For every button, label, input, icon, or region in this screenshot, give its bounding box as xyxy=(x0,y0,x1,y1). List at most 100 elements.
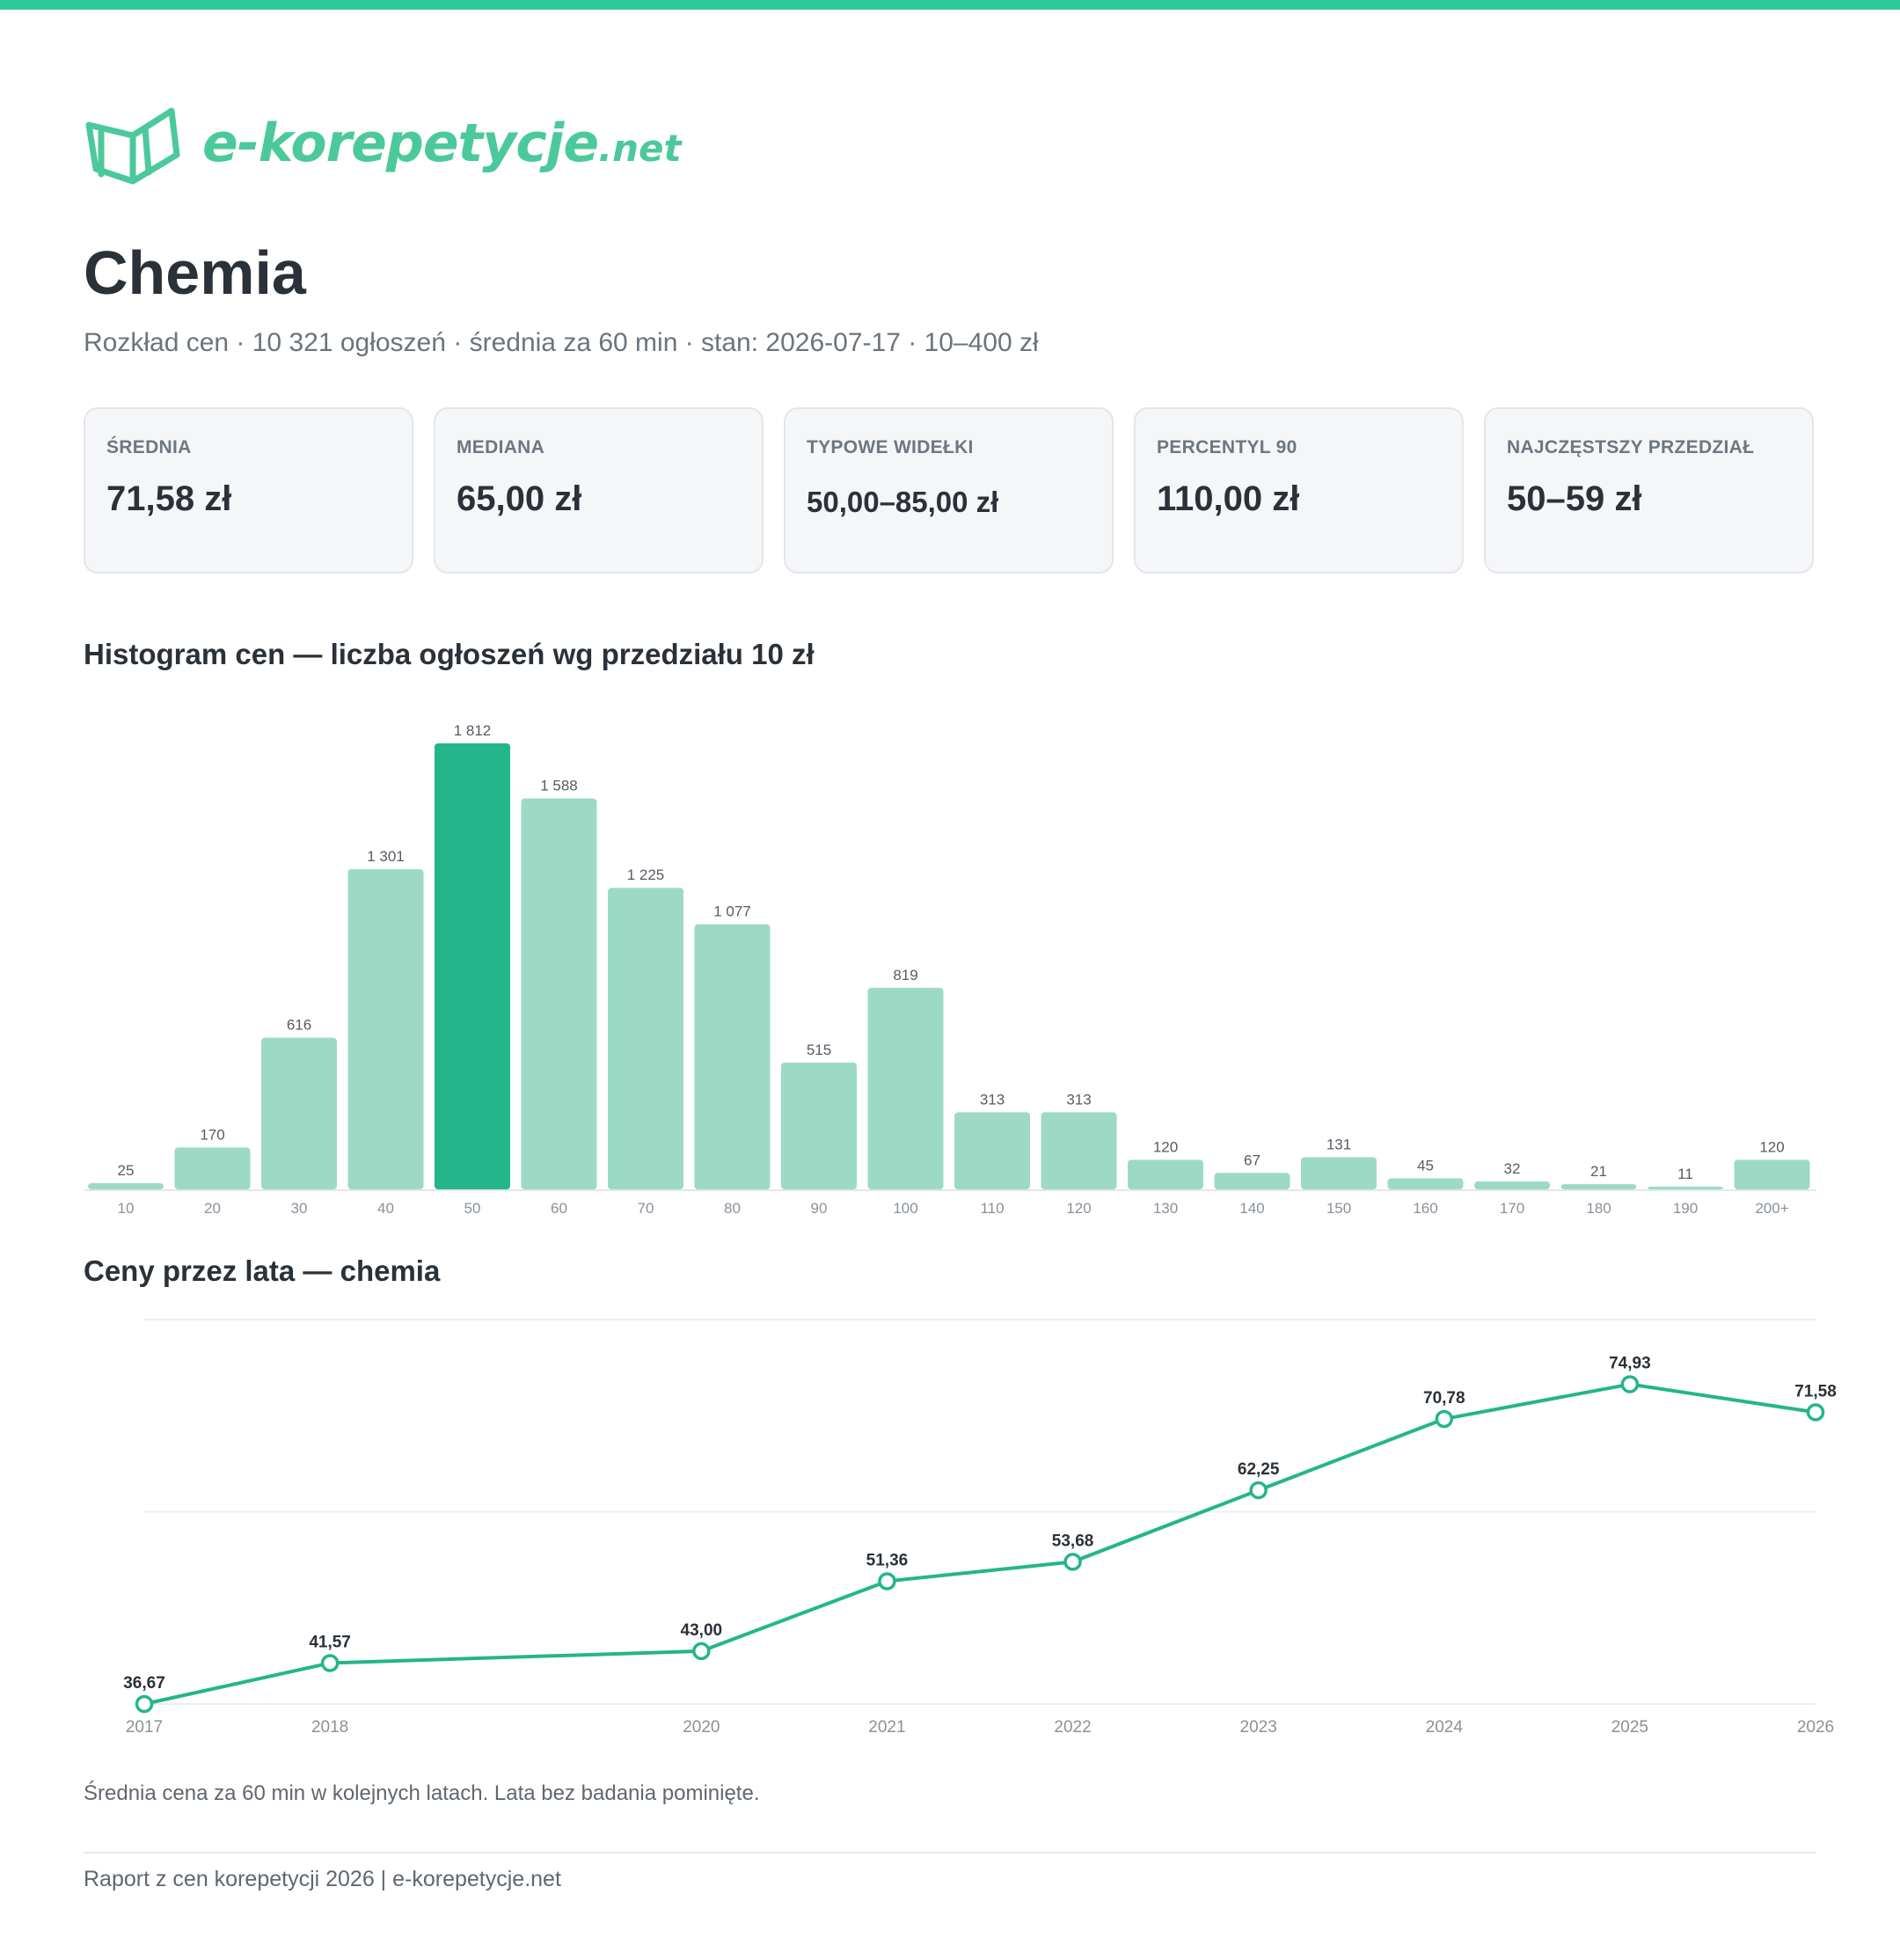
stat-card-typical-range: TYPOWE WIDEŁKI 50,00–85,00 zł xyxy=(784,407,1114,574)
stat-label: NAJCZĘSTSZY PRZEDZIAŁ xyxy=(1507,437,1755,457)
line-x-tick-label: 2018 xyxy=(311,1718,348,1737)
line-value-label: 71,58 xyxy=(1794,1382,1837,1401)
line-data-point xyxy=(1063,1553,1082,1571)
line-data-point xyxy=(692,1642,711,1661)
histogram-bar xyxy=(261,1037,337,1189)
histogram-value-label: 1 077 xyxy=(713,903,751,920)
stat-value: 50–59 zł xyxy=(1507,479,1642,518)
histogram-tick-label: 100 xyxy=(893,1200,917,1217)
histogram-bar xyxy=(1041,1112,1117,1189)
histogram-value-label: 120 xyxy=(1153,1138,1178,1155)
histogram-bar xyxy=(694,924,771,1189)
histogram-bar xyxy=(88,1183,164,1189)
stat-value: 110,00 zł xyxy=(1157,479,1300,518)
histogram-tick-label: 120 xyxy=(1066,1200,1091,1217)
stat-label: PERCENTYL 90 xyxy=(1157,437,1297,457)
line-x-tick-label: 2021 xyxy=(868,1718,905,1737)
histogram-tick-label: 180 xyxy=(1586,1200,1611,1217)
histogram-value-label: 21 xyxy=(1590,1163,1607,1180)
histogram-value-label: 25 xyxy=(118,1162,135,1179)
logo-suffix: .net xyxy=(598,127,682,170)
stat-card-p90: PERCENTYL 90 110,00 zł xyxy=(1134,407,1464,574)
line-series-path xyxy=(143,1382,1816,1706)
open-book-icon xyxy=(85,107,180,185)
logo-wordmark: e-korepetycje.net xyxy=(202,113,682,174)
histogram-tick-label: 70 xyxy=(638,1200,654,1217)
line-x-tick-label: 2017 xyxy=(126,1718,163,1737)
line-x-tick-label: 2026 xyxy=(1797,1718,1834,1737)
line-value-label: 53,68 xyxy=(1052,1532,1094,1550)
page-subtitle: Rozkład cen · 10 321 ogłoszeń · średnia … xyxy=(84,328,1039,357)
histogram-tick-label: 130 xyxy=(1153,1200,1178,1217)
histogram-value-label: 313 xyxy=(1066,1091,1091,1108)
histogram-value-label: 819 xyxy=(893,967,917,984)
histogram-chart: 25 10 170 20 616 30 1 301 40 1 812 50 1 588 60 1 225… xyxy=(84,722,1816,1217)
histogram-tick-label: 200+ xyxy=(1755,1200,1788,1217)
stat-label: MEDIANA xyxy=(457,437,545,457)
histogram-tick-label: 90 xyxy=(811,1200,828,1217)
line-data-point xyxy=(135,1694,154,1714)
line-x-tick-label: 2023 xyxy=(1240,1718,1277,1737)
histogram-bar xyxy=(1734,1159,1810,1189)
stat-card-mean: ŚREDNIA 71,58 zł xyxy=(84,407,413,574)
stats-cards: ŚREDNIA 71,58 zł MEDIANA 65,00 zł TYPOWE… xyxy=(84,407,1816,574)
histogram-value-label: 170 xyxy=(200,1126,224,1143)
site-logo[interactable]: e-korepetycje.net xyxy=(84,99,682,186)
histogram-tick-label: 40 xyxy=(377,1200,394,1217)
histogram-bar xyxy=(347,868,424,1189)
stat-value: 65,00 zł xyxy=(457,479,582,518)
histogram-bar xyxy=(867,987,944,1189)
histogram-value-label: 32 xyxy=(1504,1160,1521,1177)
histogram-bar xyxy=(1387,1178,1464,1189)
top-accent-bar xyxy=(0,0,1900,10)
line-chart-title: Ceny przez lata — chemia xyxy=(84,1254,441,1287)
histogram-bar xyxy=(954,1112,1030,1189)
histogram-value-label: 11 xyxy=(1677,1166,1693,1182)
histogram-tick-label: 80 xyxy=(724,1200,741,1217)
line-chart: 36,67 2017 41,57 2018 43,00 2020 51,36 2021 53,6… xyxy=(123,1319,1837,1737)
line-value-label: 74,93 xyxy=(1609,1355,1651,1373)
line-chart-note: Średnia cena za 60 min w kolejnych latac… xyxy=(84,1781,760,1805)
histogram-bar xyxy=(608,888,683,1189)
line-x-tick-label: 2022 xyxy=(1054,1718,1091,1737)
histogram-value-label: 1 301 xyxy=(367,848,405,865)
line-data-point xyxy=(878,1572,896,1591)
line-value-label: 62,25 xyxy=(1238,1460,1280,1479)
stat-card-median: MEDIANA 65,00 zł xyxy=(434,407,764,574)
histogram-value-label: 1 812 xyxy=(454,722,492,739)
histogram-bar xyxy=(1560,1184,1637,1189)
histogram-tick-label: 150 xyxy=(1326,1200,1351,1217)
histogram-value-label: 67 xyxy=(1244,1152,1261,1168)
histogram-value-label: 313 xyxy=(980,1091,1005,1108)
histogram-value-label: 131 xyxy=(1326,1136,1351,1152)
histogram-bar xyxy=(521,798,597,1189)
line-value-label: 70,78 xyxy=(1423,1389,1465,1408)
stat-value: 50,00–85,00 zł xyxy=(807,486,999,518)
histogram-bar xyxy=(1214,1173,1290,1189)
histogram-value-label: 1 225 xyxy=(627,867,665,883)
page-title: Chemia xyxy=(84,238,306,307)
histogram-bar xyxy=(1474,1181,1550,1189)
histogram-tick-label: 10 xyxy=(118,1200,135,1217)
stat-label: ŚREDNIA xyxy=(106,437,192,457)
footer-divider xyxy=(84,1852,1816,1854)
histogram-value-label: 616 xyxy=(287,1017,311,1034)
histogram-title: Histogram cen — liczba ogłoszeń wg przed… xyxy=(84,638,815,670)
histogram-value-label: 120 xyxy=(1759,1138,1784,1155)
line-x-tick-label: 2024 xyxy=(1426,1718,1464,1737)
line-x-tick-label: 2020 xyxy=(683,1718,720,1737)
logo-name: e-korepetycje xyxy=(202,113,599,174)
histogram-tick-label: 170 xyxy=(1500,1200,1524,1217)
stat-card-mode-bin: NAJCZĘSTSZY PRZEDZIAŁ 50–59 zł xyxy=(1484,407,1814,574)
line-value-label: 36,67 xyxy=(123,1674,165,1693)
histogram-tick-label: 140 xyxy=(1239,1200,1264,1217)
histogram-tick-label: 110 xyxy=(980,1200,1004,1217)
histogram-value-label: 515 xyxy=(807,1042,831,1058)
histogram-tick-label: 190 xyxy=(1673,1200,1698,1217)
line-data-point xyxy=(320,1654,340,1672)
histogram-bar xyxy=(174,1147,251,1189)
histogram-bar xyxy=(1301,1157,1377,1189)
histogram-value-label: 45 xyxy=(1417,1157,1434,1174)
histogram-value-label: 1 588 xyxy=(540,778,578,794)
line-x-tick-label: 2025 xyxy=(1611,1718,1648,1737)
